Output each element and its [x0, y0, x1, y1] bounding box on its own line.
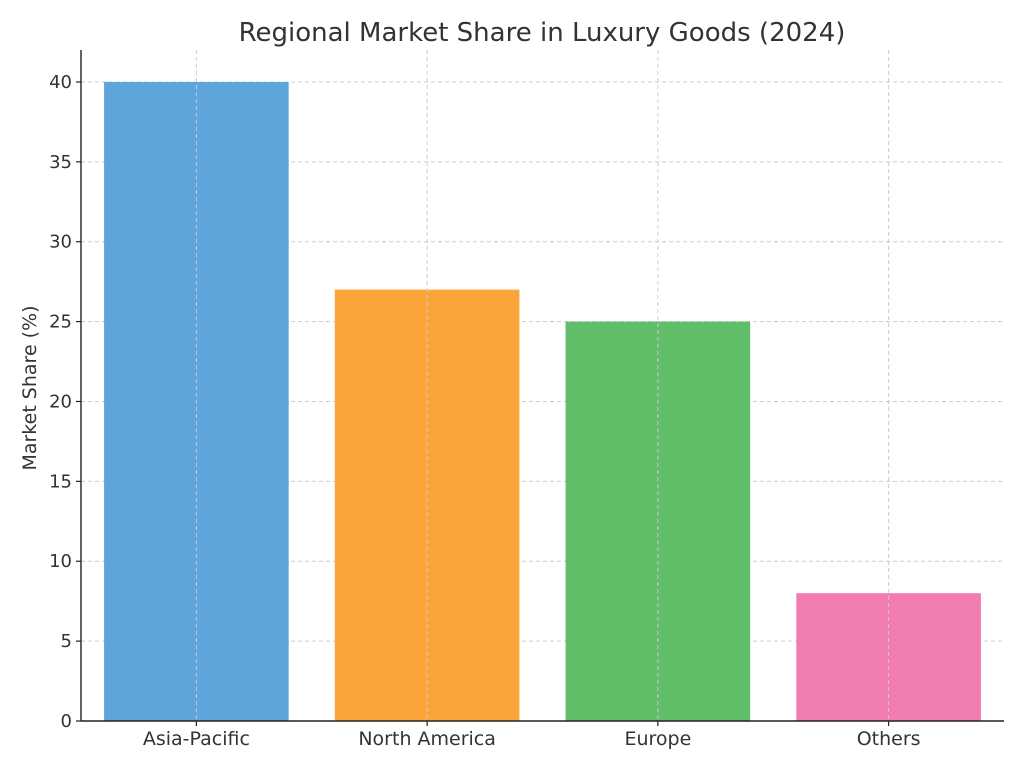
y-tick-label-35: 35 — [49, 152, 72, 173]
x-ticks: Asia-Pacific North America Europe Others — [143, 721, 921, 750]
bars — [104, 81, 981, 721]
x-tick-label-europe: Europe — [624, 728, 691, 750]
vertical-grid-lines — [195, 50, 890, 721]
bar-others — [796, 593, 981, 721]
y-tick-label-0: 0 — [61, 711, 72, 732]
x-tick-label-north-america: North America — [358, 728, 496, 750]
x-tick-label-others: Others — [857, 728, 921, 750]
y-ticks: 0 5 10 15 20 25 30 35 40 — [49, 72, 81, 732]
x-tick-label-asia-pacific: Asia-Pacific — [143, 728, 250, 750]
y-tick-label-5: 5 — [61, 631, 72, 652]
y-tick-label-10: 10 — [49, 551, 72, 572]
y-tick-label-20: 20 — [49, 391, 72, 412]
y-tick-label-25: 25 — [49, 312, 72, 333]
y-tick-label-30: 30 — [49, 232, 72, 253]
chart-title: Regional Market Share in Luxury Goods (2… — [239, 18, 846, 48]
y-tick-label-40: 40 — [49, 72, 72, 93]
y-tick-label-15: 15 — [49, 471, 72, 492]
y-axis-label: Market Share (%) — [19, 305, 41, 470]
